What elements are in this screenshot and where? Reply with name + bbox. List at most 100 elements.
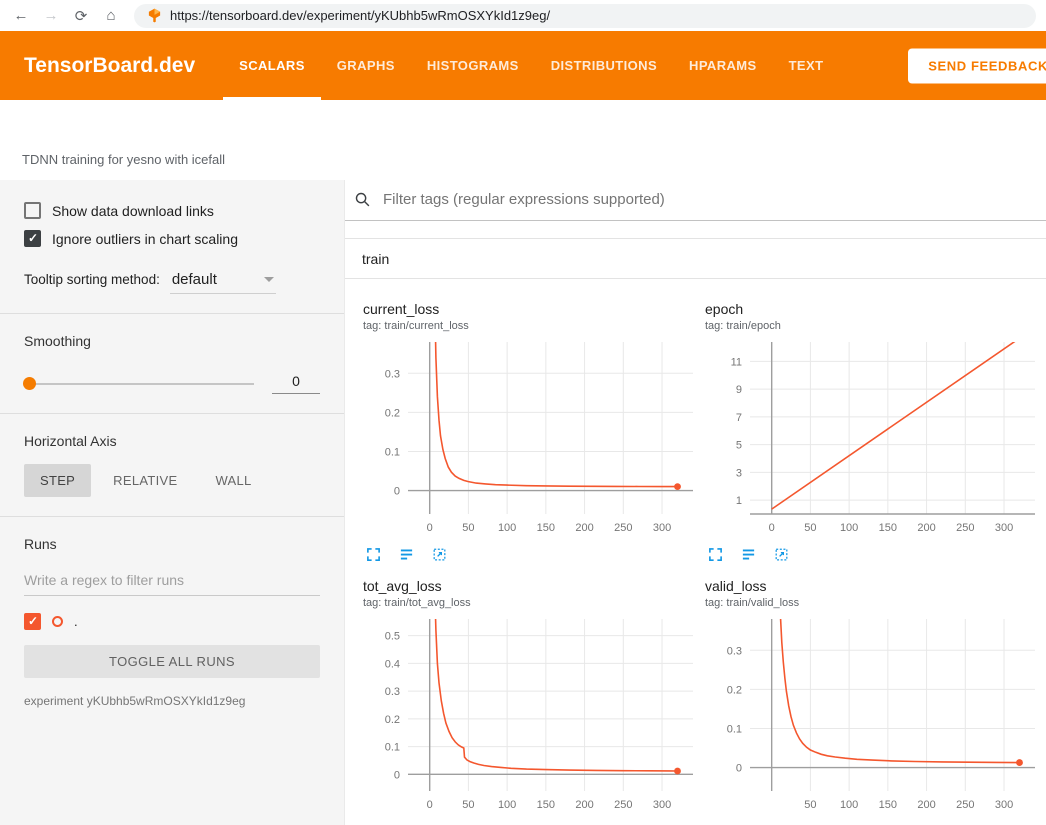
- tab-graphs[interactable]: GRAPHS: [321, 31, 411, 100]
- svg-text:3: 3: [736, 467, 742, 479]
- svg-text:150: 150: [879, 522, 897, 534]
- svg-text:100: 100: [498, 799, 516, 811]
- fit-domain-icon[interactable]: [774, 547, 789, 562]
- ignore-outliers-checkbox[interactable]: [24, 230, 41, 247]
- smoothing-slider-thumb[interactable]: [23, 377, 36, 390]
- reload-icon[interactable]: ⟳: [68, 7, 94, 25]
- tab-histograms[interactable]: HISTOGRAMS: [411, 31, 535, 100]
- svg-text:1: 1: [736, 495, 742, 507]
- svg-text:150: 150: [879, 799, 897, 811]
- line-chart-current_loss[interactable]: 05010015020025030000.10.20.3: [363, 338, 700, 540]
- ignore-outliers-label: Ignore outliers in chart scaling: [52, 231, 238, 247]
- search-icon: [354, 191, 371, 208]
- svg-text:150: 150: [537, 522, 555, 534]
- svg-text:0.4: 0.4: [385, 658, 400, 670]
- svg-text:0: 0: [769, 522, 775, 534]
- expand-chart-icon[interactable]: [366, 547, 381, 562]
- url-text[interactable]: https://tensorboard.dev/experiment/yKUbh…: [170, 8, 550, 23]
- chart-toolbar: [705, 540, 1042, 562]
- svg-text:0.2: 0.2: [385, 714, 400, 726]
- svg-text:0.3: 0.3: [385, 686, 400, 698]
- svg-text:0: 0: [427, 522, 433, 534]
- nav-tabs: SCALARSGRAPHSHISTOGRAMSDISTRIBUTIONSHPAR…: [223, 31, 839, 100]
- filter-tags-input[interactable]: [381, 190, 1030, 209]
- toggle-all-runs-button[interactable]: TOGGLE ALL RUNS: [24, 645, 320, 678]
- horizontal-axis-label: Horizontal Axis: [24, 433, 320, 449]
- svg-text:0: 0: [736, 763, 742, 775]
- smoothing-label: Smoothing: [24, 333, 320, 349]
- chart-toolbar: [705, 817, 1042, 825]
- runs-filter-input[interactable]: [24, 564, 320, 596]
- svg-text:300: 300: [653, 799, 671, 811]
- run-row[interactable]: .: [24, 613, 320, 630]
- svg-text:100: 100: [498, 522, 516, 534]
- smoothing-slider[interactable]: [24, 383, 254, 385]
- axis-relative-button[interactable]: RELATIVE: [97, 464, 193, 497]
- smoothing-value[interactable]: 0: [272, 373, 320, 394]
- chart-tag: tag: train/tot_avg_loss: [363, 597, 700, 609]
- chart-tag: tag: train/epoch: [705, 320, 1042, 332]
- svg-text:0.5: 0.5: [385, 631, 400, 643]
- svg-text:0: 0: [394, 769, 400, 781]
- tab-distributions[interactable]: DISTRIBUTIONS: [535, 31, 673, 100]
- tooltip-sorting-row: Tooltip sorting method: default: [24, 269, 320, 294]
- chart-title: epoch: [705, 301, 1042, 317]
- line-chart-valid_loss[interactable]: 5010015020025030000.10.20.3: [705, 615, 1042, 817]
- home-icon[interactable]: ⌂: [98, 7, 124, 24]
- ignore-outliers-row[interactable]: Ignore outliers in chart scaling: [24, 230, 320, 247]
- tab-scalars[interactable]: SCALARS: [223, 31, 321, 100]
- chart-toolbar: [363, 540, 700, 562]
- line-chart-tot_avg_loss[interactable]: 05010015020025030000.10.20.30.40.5: [363, 615, 700, 817]
- tab-hparams[interactable]: HPARAMS: [673, 31, 773, 100]
- run-color-swatch: [52, 616, 63, 627]
- svg-text:0.3: 0.3: [385, 368, 400, 380]
- show-download-links-checkbox[interactable]: [24, 202, 41, 219]
- svg-text:0.3: 0.3: [727, 645, 742, 657]
- svg-text:300: 300: [653, 522, 671, 534]
- chart-title: tot_avg_loss: [363, 578, 700, 594]
- svg-text:0.1: 0.1: [385, 446, 400, 458]
- svg-text:0: 0: [427, 799, 433, 811]
- chart-tag: tag: train/current_loss: [363, 320, 700, 332]
- send-feedback-button[interactable]: SEND FEEDBACK: [908, 48, 1046, 83]
- experiment-title: TDNN training for yesno with icefall: [22, 152, 225, 167]
- tag-group-header[interactable]: train: [345, 239, 1046, 279]
- svg-text:300: 300: [995, 522, 1013, 534]
- address-bar[interactable]: https://tensorboard.dev/experiment/yKUbh…: [134, 4, 1036, 28]
- svg-text:250: 250: [614, 522, 632, 534]
- horizontal-axis-buttons: STEPRELATIVEWALL: [24, 464, 320, 497]
- svg-text:0: 0: [394, 486, 400, 498]
- back-icon[interactable]: ←: [8, 7, 34, 24]
- chart-grid: current_losstag: train/current_loss05010…: [345, 279, 1046, 825]
- app-header: TensorBoard.dev SCALARSGRAPHSHISTOGRAMSD…: [0, 31, 1046, 100]
- show-download-links-label: Show data download links: [52, 203, 214, 219]
- svg-text:200: 200: [917, 522, 935, 534]
- expand-chart-icon[interactable]: [708, 547, 723, 562]
- svg-text:200: 200: [917, 799, 935, 811]
- svg-text:100: 100: [840, 799, 858, 811]
- svg-text:250: 250: [956, 799, 974, 811]
- run-name: .: [74, 614, 78, 629]
- svg-text:0.1: 0.1: [385, 742, 400, 754]
- forward-icon[interactable]: →: [38, 7, 64, 24]
- svg-text:5: 5: [736, 440, 742, 452]
- fit-domain-icon[interactable]: [432, 547, 447, 562]
- data-table-icon[interactable]: [399, 547, 414, 562]
- tab-text[interactable]: TEXT: [773, 31, 840, 100]
- axis-step-button[interactable]: STEP: [24, 464, 91, 497]
- tooltip-sorting-label: Tooltip sorting method:: [24, 272, 160, 287]
- experiment-name: experiment yKUbhb5wRmOSXYkId1z9eg: [24, 694, 320, 708]
- line-chart-epoch[interactable]: 0501001502002503001357911: [705, 338, 1042, 540]
- svg-text:0.2: 0.2: [727, 684, 742, 696]
- data-table-icon[interactable]: [741, 547, 756, 562]
- axis-wall-button[interactable]: WALL: [199, 464, 267, 497]
- svg-text:200: 200: [575, 799, 593, 811]
- tag-group-train: train current_losstag: train/current_los…: [345, 238, 1046, 825]
- svg-text:50: 50: [462, 799, 474, 811]
- dropdown-arrow-icon: [264, 277, 274, 282]
- svg-text:50: 50: [804, 522, 816, 534]
- chart-tag: tag: train/valid_loss: [705, 597, 1042, 609]
- run-checkbox[interactable]: [24, 613, 41, 630]
- show-download-links-row[interactable]: Show data download links: [24, 202, 320, 219]
- tooltip-sorting-select[interactable]: default: [170, 269, 276, 294]
